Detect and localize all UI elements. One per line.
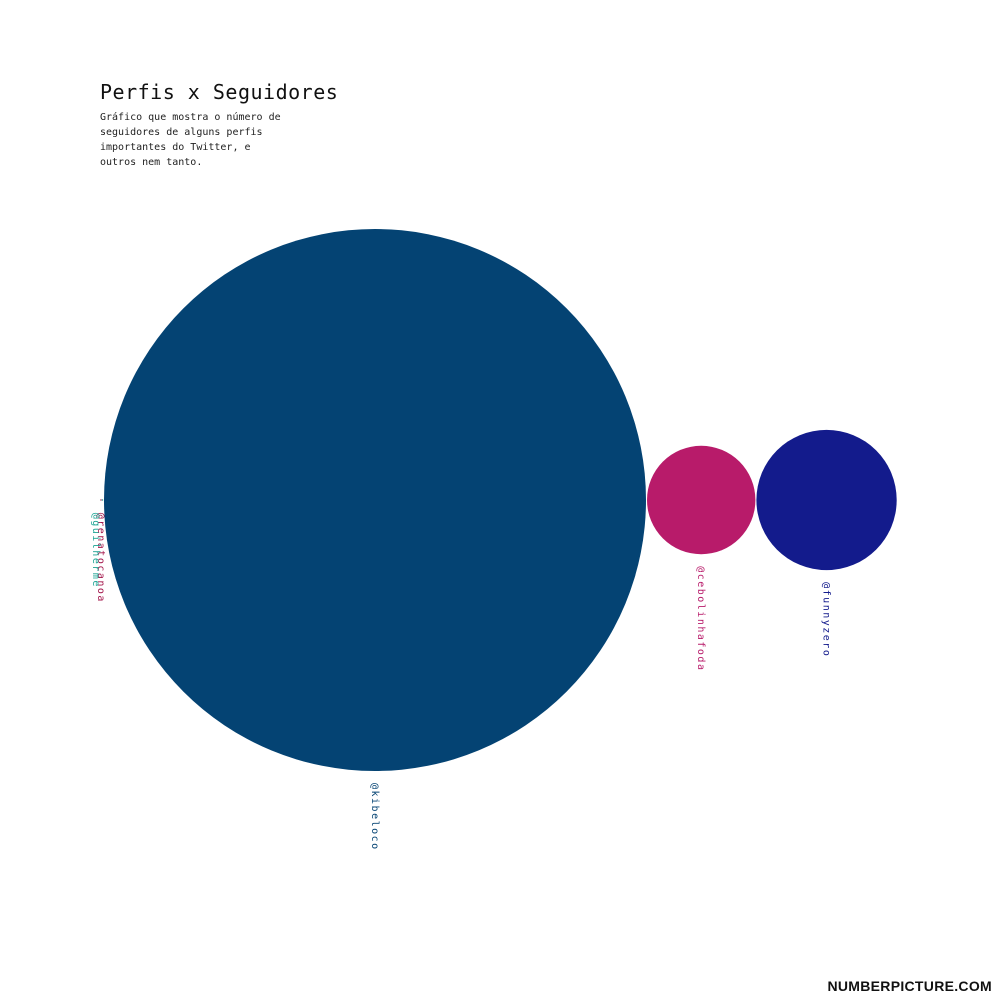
bubble-label-renatocanoa: @renatocanoa [95, 513, 106, 603]
bubble-renatocanoa [100, 499, 102, 501]
bubble-label-kibeloco: @kibeloco [369, 783, 380, 851]
bubble-kibeloco [104, 229, 646, 771]
brand-watermark: NUMBERPICTURE.COM [827, 978, 992, 994]
bubble-funnyzero [756, 429, 897, 571]
chart-subtitle: Gráfico que mostra o número de seguidore… [100, 112, 281, 168]
bubble-label-cebolinhafoda: @cebolinhafoda [695, 566, 706, 671]
bubble-guilherme [101, 499, 104, 501]
chart-title: Perfis x Seguidores [100, 80, 339, 104]
bubble-cebolinhafoda [647, 445, 756, 555]
bubble-label-guilherme: @guilherme [90, 513, 101, 588]
bubble-label-funnyzero: @funnyzero [821, 582, 832, 657]
